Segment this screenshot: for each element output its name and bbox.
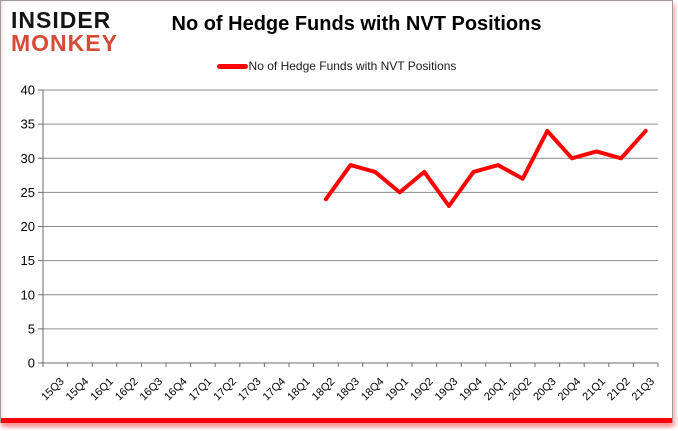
x-axis-label: 19Q2 bbox=[408, 376, 436, 404]
x-axis-label: 17Q3 bbox=[236, 376, 264, 404]
x-axis-label: 18Q3 bbox=[334, 376, 362, 404]
x-axis-label: 15Q3 bbox=[39, 376, 67, 404]
x-axis-label: 20Q4 bbox=[556, 376, 584, 404]
x-axis-label: 17Q2 bbox=[211, 376, 239, 404]
x-axis-label: 20Q3 bbox=[531, 376, 559, 404]
y-axis-label: 10 bbox=[21, 287, 35, 302]
x-axis-label: 16Q2 bbox=[113, 376, 141, 404]
x-axis-label: 18Q1 bbox=[285, 376, 313, 404]
x-axis-label: 21Q2 bbox=[605, 376, 633, 404]
legend-line-swatch-icon bbox=[216, 63, 248, 69]
chart-legend: No of Hedge Funds with NVT Positions bbox=[1, 59, 672, 73]
x-axis-label: 17Q1 bbox=[187, 376, 215, 404]
x-axis-label: 21Q1 bbox=[580, 376, 608, 404]
y-axis-label: 30 bbox=[21, 151, 35, 166]
logo-insider: INSIDER bbox=[11, 7, 112, 33]
legend-label: No of Hedge Funds with NVT Positions bbox=[248, 59, 457, 73]
x-axis-label: 21Q3 bbox=[630, 376, 658, 404]
logo-monkey: MONKEY bbox=[11, 29, 118, 56]
x-axis-label: 20Q2 bbox=[507, 376, 535, 404]
x-axis-label: 16Q3 bbox=[138, 376, 166, 404]
x-axis-label: 18Q2 bbox=[310, 376, 338, 404]
x-axis-label: 15Q4 bbox=[64, 376, 92, 404]
x-axis-label: 16Q4 bbox=[162, 376, 190, 404]
line-chart-plot: 0 5 10 15 20 25 30 35 40 15Q315Q416Q116Q216Q316Q4… bbox=[21, 83, 659, 404]
x-axis-label: 20Q1 bbox=[482, 376, 510, 404]
insider-monkey-logo: INSIDER MONKEY bbox=[11, 9, 118, 54]
x-axis-label: 19Q3 bbox=[433, 376, 461, 404]
x-axis-label: 18Q4 bbox=[359, 376, 387, 404]
chart-frame: INSIDER MONKEY No of Hedge Funds with NV… bbox=[0, 0, 673, 423]
y-axis-label: 20 bbox=[21, 219, 35, 234]
y-axis-label: 40 bbox=[21, 83, 35, 98]
y-axis-label: 0 bbox=[28, 356, 35, 371]
series-line bbox=[323, 128, 648, 208]
x-axis-label: 17Q4 bbox=[261, 376, 289, 404]
x-axis-label: 19Q1 bbox=[384, 376, 412, 404]
y-axis-label: 25 bbox=[21, 185, 35, 200]
x-axis-label: 19Q4 bbox=[457, 376, 485, 404]
bottom-accent-bar bbox=[1, 418, 672, 423]
x-axis-label: 16Q1 bbox=[88, 376, 116, 404]
y-axis-label: 15 bbox=[21, 253, 35, 268]
y-axis-label: 5 bbox=[28, 321, 35, 336]
chart-title: No of Hedge Funds with NVT Positions bbox=[171, 13, 542, 35]
y-axis-label: 35 bbox=[21, 117, 35, 132]
